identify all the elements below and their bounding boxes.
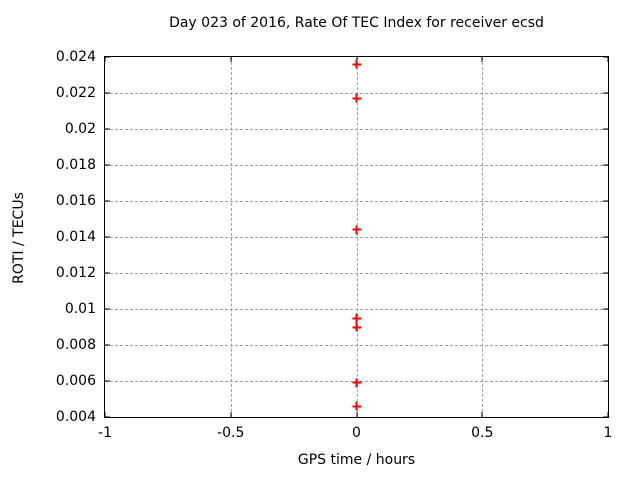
plot-area: 0.004 0.006 0.008 0.01 0.012 0.014 0.016 0.018 0… bbox=[56, 50, 613, 440]
y-tick-mark-left bbox=[105, 236, 110, 238]
y-tick-mark-left bbox=[105, 56, 110, 58]
y-tick-label: 0.016 bbox=[55, 193, 96, 209]
x-tick-label: 0.5 bbox=[471, 425, 494, 441]
y-tick-mark-right bbox=[603, 236, 608, 238]
data-point-marker bbox=[352, 401, 361, 411]
x-tick-mark-bottom bbox=[607, 412, 609, 417]
data-point-marker bbox=[352, 378, 361, 388]
data-point-marker bbox=[352, 225, 361, 235]
data-point-marker bbox=[352, 313, 361, 323]
y-tick-mark-left bbox=[105, 380, 110, 382]
y-tick-mark-right bbox=[603, 416, 608, 418]
y-tick-label: 0.022 bbox=[55, 85, 96, 101]
v-gridline bbox=[356, 57, 358, 417]
y-tick-mark-right bbox=[603, 92, 608, 94]
y-tick-mark-left bbox=[105, 200, 110, 202]
x-tick-mark-bottom bbox=[481, 412, 483, 417]
y-tick-mark-right bbox=[603, 308, 608, 310]
data-point-marker bbox=[352, 93, 361, 103]
x-tick-label: 0 bbox=[352, 425, 361, 441]
x-tick-mark-top bbox=[230, 57, 232, 62]
y-tick-mark-right bbox=[603, 164, 608, 166]
y-tick-mark-left bbox=[105, 164, 110, 166]
y-tick-label: 0.008 bbox=[55, 337, 96, 353]
y-tick-mark-right bbox=[603, 380, 608, 382]
v-gridline bbox=[230, 57, 232, 417]
y-tick-mark-right bbox=[603, 200, 608, 202]
y-tick-label: 0.012 bbox=[55, 265, 96, 281]
y-tick-mark-left bbox=[105, 308, 110, 310]
data-point-marker bbox=[352, 59, 361, 69]
y-tick-label: 0.01 bbox=[64, 301, 96, 317]
v-gridline bbox=[482, 57, 484, 417]
chart-title: Day 023 of 2016, Rate Of TEC Index for r… bbox=[169, 15, 544, 31]
x-tick-mark-top bbox=[104, 57, 106, 62]
x-tick-mark-top bbox=[356, 57, 357, 62]
y-tick-label: 0.014 bbox=[55, 229, 96, 245]
x-tick-mark-top bbox=[607, 57, 609, 62]
y-tick-mark-left bbox=[105, 92, 110, 94]
x-tick-mark-bottom bbox=[230, 412, 232, 417]
y-tick-mark-right bbox=[603, 344, 608, 346]
x-tick-label: -1 bbox=[98, 425, 112, 441]
x-tick-mark-bottom bbox=[356, 412, 357, 417]
y-tick-mark-right bbox=[603, 272, 608, 274]
y-tick-label: 0.02 bbox=[64, 121, 96, 137]
y-tick-mark-right bbox=[603, 128, 608, 130]
y-tick-label: 0.006 bbox=[55, 373, 96, 389]
data-point-marker bbox=[352, 322, 361, 332]
y-tick-mark-left bbox=[105, 128, 110, 130]
x-tick-mark-bottom bbox=[104, 412, 106, 417]
y-tick-label: 0.018 bbox=[55, 157, 96, 173]
x-tick-label: 1 bbox=[603, 425, 613, 441]
x-tick-label: -0.5 bbox=[217, 425, 245, 441]
x-tick-mark-top bbox=[481, 57, 483, 62]
y-tick-mark-right bbox=[603, 56, 608, 58]
y-tick-mark-left bbox=[105, 416, 110, 418]
y-tick-mark-left bbox=[105, 272, 110, 274]
y-tick-label: 0.004 bbox=[55, 409, 96, 425]
x-axis-title: GPS time / hours bbox=[297, 452, 416, 468]
y-tick-label: 0.024 bbox=[55, 49, 96, 65]
y-tick-mark-left bbox=[105, 344, 110, 346]
